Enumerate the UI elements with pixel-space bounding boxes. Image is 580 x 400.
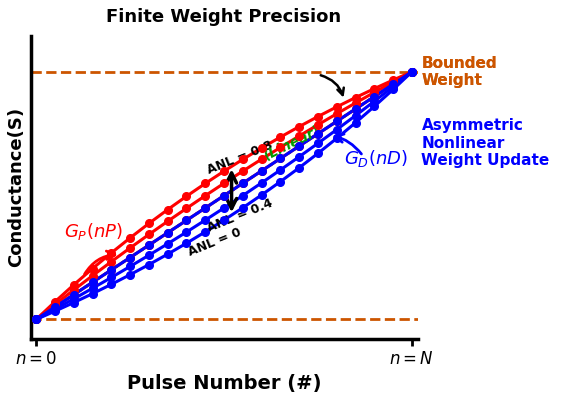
- Text: (Linear): (Linear): [262, 123, 324, 162]
- Text: $G_P(nP)$: $G_P(nP)$: [64, 221, 123, 242]
- Text: ANL = 0: ANL = 0: [186, 226, 244, 259]
- Text: Bounded
Weight: Bounded Weight: [422, 56, 497, 88]
- X-axis label: Pulse Number (#): Pulse Number (#): [127, 374, 321, 393]
- Text: ANL = 0.8: ANL = 0.8: [205, 138, 274, 176]
- Text: $G_D(nD)$: $G_D(nD)$: [345, 148, 408, 170]
- Title: Finite Weight Precision: Finite Weight Precision: [107, 8, 342, 26]
- Text: ANL = 0.4: ANL = 0.4: [205, 197, 275, 235]
- Y-axis label: Conductance(S): Conductance(S): [7, 107, 25, 268]
- Text: Asymmetric
Nonlinear
Weight Update: Asymmetric Nonlinear Weight Update: [422, 118, 550, 168]
- Text: Bounded
Weight: Bounded Weight: [422, 56, 497, 88]
